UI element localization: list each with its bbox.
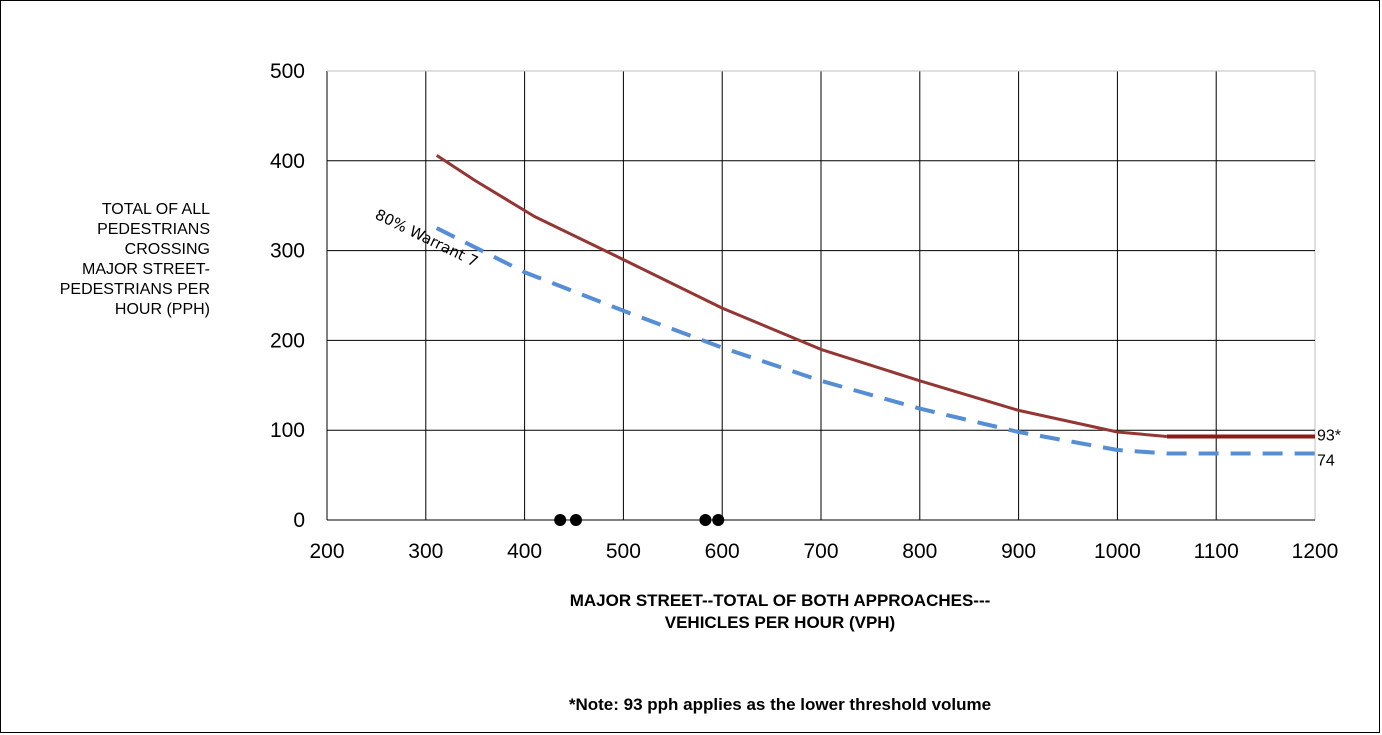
data-point (712, 514, 725, 526)
x-tick-label: 600 (705, 540, 740, 563)
x-axis-label-line: VEHICLES PER HOUR (VPH) (664, 613, 896, 632)
x-axis-label-line: MAJOR STREET--TOTAL OF BOTH APPROACHES--… (569, 591, 991, 610)
y-tick-label: 500 (270, 60, 305, 83)
y-axis-label: TOTAL OF ALL PEDESTRIANS CROSSING MAJOR … (20, 200, 210, 320)
data-point (699, 514, 712, 526)
warrant-80-dashed-line (435, 226, 1315, 456)
y-tick-label: 100 (270, 419, 305, 442)
y-axis-label-line: PEDESTRIANS (97, 221, 210, 238)
x-tick-label: 700 (803, 540, 838, 563)
y-axis-label-line: PEDESTRIANS PER (59, 281, 210, 298)
x-tick-label: 200 (309, 540, 344, 563)
y-axis-label-line: MAJOR STREET- (81, 261, 210, 278)
y-axis-label-line: TOTAL OF ALL (101, 201, 210, 218)
end-label-74: 74 (1317, 453, 1335, 470)
threshold-note: *Note: 93 pph applies as the lower thres… (568, 695, 992, 714)
warrant-curve-line (435, 154, 1167, 438)
x-tick-label: 400 (507, 540, 542, 563)
x-tick-label: 1100 (1194, 540, 1239, 563)
y-tick-label: 300 (270, 240, 305, 263)
x-axis-label: MAJOR STREET--TOTAL OF BOTH APPROACHES--… (330, 590, 1230, 634)
y-axis-label-line: HOUR (PPH) (114, 301, 210, 318)
data-point (554, 514, 567, 526)
x-tick-label: 1200 (1292, 540, 1339, 563)
x-tick-label: 300 (408, 540, 443, 563)
x-tick-label: 800 (902, 540, 937, 563)
y-tick-label: 400 (270, 150, 305, 173)
x-tick-label: 1000 (1094, 540, 1141, 563)
x-tick-label: 900 (1001, 540, 1036, 563)
x-tick-label: 500 (606, 540, 641, 563)
data-point (569, 514, 582, 526)
warrant-annotation: 80% Warrant 7 (372, 205, 481, 270)
y-tick-label: 200 (270, 329, 305, 352)
y-axis-label-line: CROSSING (124, 241, 210, 258)
end-label-93: 93* (1317, 427, 1341, 444)
y-tick-label: 0 (293, 509, 305, 532)
